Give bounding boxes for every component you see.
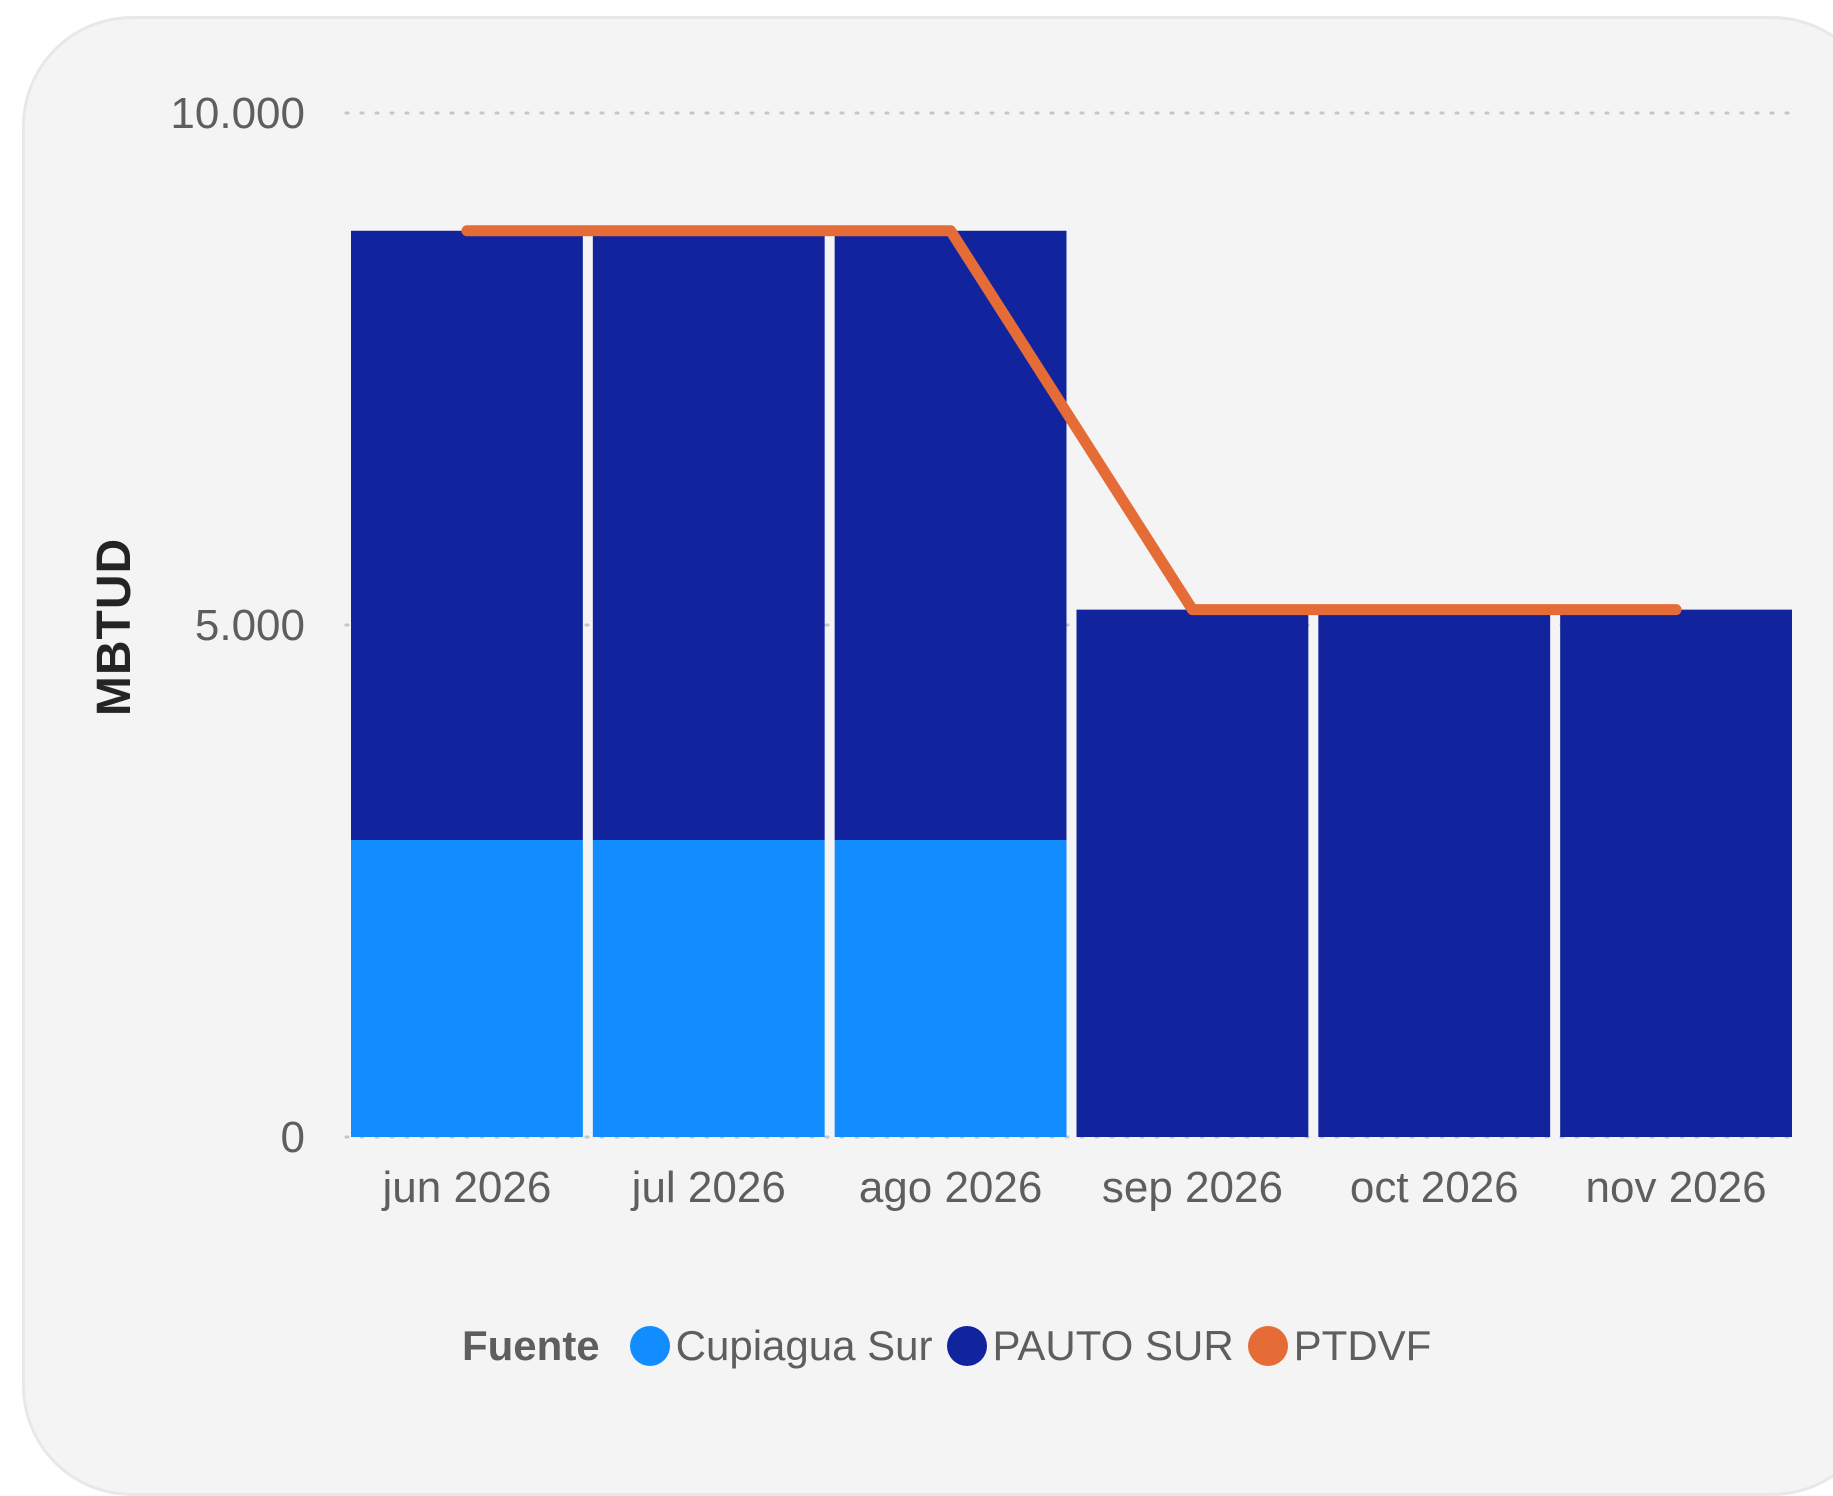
legend-item-cupiagua-sur[interactable]: Cupiagua Sur bbox=[629, 1322, 933, 1370]
bar-segment-pauto-sur[interactable] bbox=[1560, 609, 1792, 1137]
legend-swatch-cupiagua-sur bbox=[629, 1326, 670, 1366]
y-tick-label: 10.000 bbox=[170, 89, 305, 138]
x-tick-label: nov 2026 bbox=[1586, 1163, 1767, 1212]
legend-label-ptdvf: PTDVF bbox=[1293, 1322, 1432, 1369]
bar-segment-pauto-sur[interactable] bbox=[592, 230, 825, 841]
bar-segment-pauto-sur[interactable] bbox=[1076, 609, 1309, 1137]
x-tick-label: sep 2026 bbox=[1102, 1163, 1283, 1212]
legend-label-cupiagua-sur: Cupiagua Sur bbox=[675, 1322, 933, 1369]
line-ptdvf[interactable] bbox=[461, 225, 1682, 616]
y-axis-ticks: 0 5.000 10.000 bbox=[170, 89, 305, 1162]
x-tick-label: oct 2026 bbox=[1350, 1163, 1519, 1212]
x-tick-label: jul 2026 bbox=[630, 1163, 786, 1212]
x-tick-label: jun 2026 bbox=[381, 1163, 552, 1212]
bar-segment-pauto-sur[interactable] bbox=[351, 230, 583, 841]
bar-segment-cupiagua-sur[interactable] bbox=[592, 840, 825, 1137]
bars bbox=[351, 230, 1792, 1137]
bar-segment-pauto-sur[interactable] bbox=[1318, 609, 1551, 1137]
bar-segment-pauto-sur[interactable] bbox=[834, 230, 1067, 841]
y-tick-label: 0 bbox=[281, 1113, 305, 1162]
legend-swatch-ptdvf bbox=[1247, 1326, 1288, 1366]
legend-swatch-pauto-sur bbox=[946, 1326, 987, 1366]
x-axis-ticks: jun 2026 jul 2026 ago 2026 sep 2026 oct 2026… bbox=[381, 1163, 1767, 1212]
legend-item-pauto-sur[interactable]: PAUTO SUR bbox=[946, 1322, 1234, 1370]
legend-title: Fuente bbox=[462, 1322, 600, 1369]
bar-segment-cupiagua-sur[interactable] bbox=[834, 840, 1067, 1137]
legend-label-pauto-sur: PAUTO SUR bbox=[992, 1322, 1234, 1369]
legend: Fuente Cupiagua Sur PAUTO SUR PTDVF bbox=[462, 1322, 1445, 1370]
legend-item-ptdvf[interactable]: PTDVF bbox=[1247, 1322, 1432, 1370]
x-tick-label: ago 2026 bbox=[859, 1163, 1043, 1212]
ptdvf-line-series bbox=[461, 225, 1682, 616]
y-tick-label: 5.000 bbox=[195, 601, 305, 650]
gridlines bbox=[344, 111, 1799, 1139]
y-axis-title: MBTUD bbox=[88, 538, 141, 716]
stacked-bar-line-chart: 0 5.000 10.000 jun 2026 jul 2026 ago 2026 sep… bbox=[88, 89, 1799, 1212]
bar-segment-cupiagua-sur[interactable] bbox=[351, 840, 583, 1137]
